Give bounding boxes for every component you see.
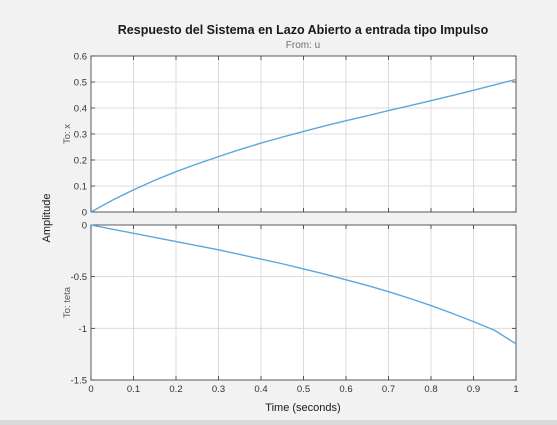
y-tick-label: 0.6 (74, 52, 87, 63)
x-tick-label: 0.5 (297, 384, 310, 395)
y-tick-label: 0.2 (74, 156, 87, 167)
x-tick-label: 0.9 (467, 384, 480, 395)
y-tick-label: 0.3 (74, 130, 87, 141)
x-tick-label: 0.4 (254, 384, 267, 395)
y-tick-label: -0.5 (71, 272, 87, 283)
x-tick-label: 0.2 (169, 384, 182, 395)
x-tick-label: 0.8 (424, 384, 437, 395)
y-tick-label: -1 (79, 324, 87, 335)
series-line (90, 78, 517, 213)
y-tick-label: 0.1 (74, 182, 87, 193)
x-tick-label: 0.6 (339, 384, 352, 395)
axes-frame (90, 55, 517, 213)
y-tick-label: 0 (82, 221, 87, 232)
subplot-1: 0 0.1 0.2 0.3 0.4 0.5 0.6 To: x (62, 52, 517, 219)
axes-frame (90, 224, 517, 381)
x-tick-label: 0.3 (212, 384, 225, 395)
y-axis-label: Amplitude (41, 194, 53, 243)
y-tick-label: 0.5 (74, 78, 87, 89)
series-line (90, 224, 517, 345)
chart-title: Respuesto del Sistema en Lazo Abierto a … (118, 23, 489, 37)
y-tick-label: -1.5 (71, 376, 87, 387)
x-tick-label: 0.7 (382, 384, 395, 395)
x-tick-label: 0.1 (127, 384, 140, 395)
y-tick-label: 0 (82, 208, 87, 219)
chart-subtitle: From: u (286, 40, 320, 51)
x-tick-label: 0 (88, 384, 93, 395)
subplot-label: To: teta (62, 286, 73, 318)
x-axis-label: Time (seconds) (265, 402, 340, 414)
subplot-2: 0 -0.5 -1 -1.5 To: teta (62, 221, 517, 387)
subplot-label: To: x (62, 124, 73, 144)
y-tick-label: 0.4 (74, 104, 87, 115)
x-tick-label: 1 (513, 384, 518, 395)
